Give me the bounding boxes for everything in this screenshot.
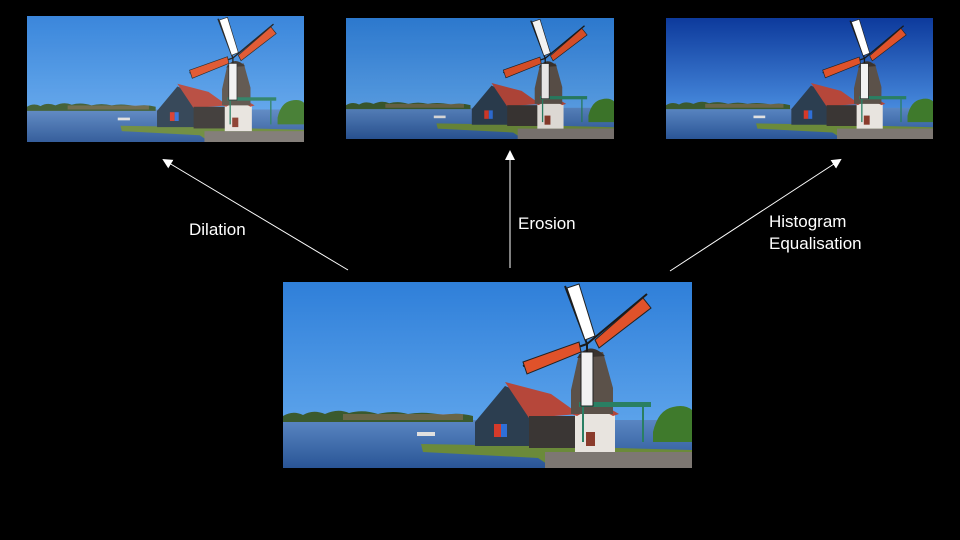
erosion-image [346,18,614,139]
histogram-equalisation-label: Histogram Equalisation [769,211,909,255]
histogram-label-line2: Equalisation [769,234,862,253]
windmill-photo-icon [346,18,614,139]
windmill-photo-icon [283,282,692,468]
histogram-label-line1: Histogram [769,212,847,231]
dilation-label: Dilation [189,220,246,239]
erosion-label: Erosion [518,214,576,233]
windmill-photo-icon [666,18,933,139]
original-image [283,282,692,468]
histogram-equalisation-image [666,18,933,139]
dilation-image [27,16,304,142]
arrow-icon [162,158,349,271]
windmill-photo-icon [27,16,304,142]
